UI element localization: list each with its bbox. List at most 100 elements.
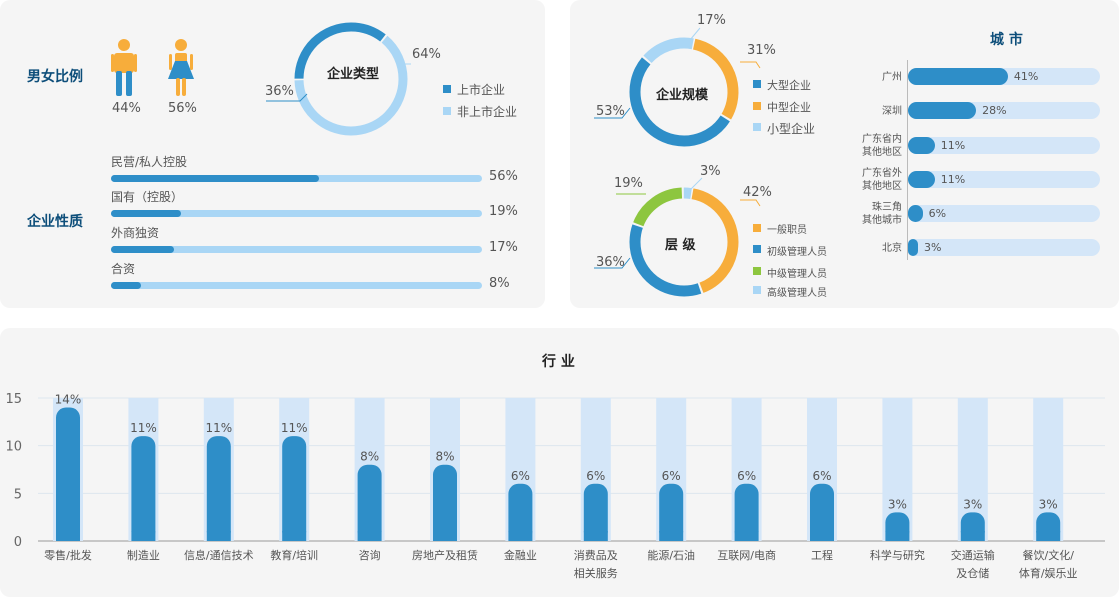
industry-bar (583, 483, 608, 541)
scale-legend-large: 大型企业 (767, 79, 811, 92)
industry-bar-base (357, 531, 382, 541)
level-legend-senior: 高级管理人员 (767, 288, 827, 299)
city-item-pct: 28% (982, 104, 1007, 117)
nature-item-label: 合资 (111, 262, 136, 276)
male-person-icon (111, 39, 137, 96)
city-bar-fill (908, 171, 935, 188)
scale-pct-medium: 31% (747, 43, 776, 58)
category-label: 信息/通信技术 (184, 548, 254, 562)
industry-bar-base (131, 531, 156, 541)
city-item-label: 珠三角 其他城市 (862, 202, 902, 226)
data-label: 3% (888, 497, 907, 511)
nature-bar-fill (111, 282, 141, 289)
industry-bar (810, 483, 834, 541)
city-bar-track: 11% (908, 137, 1100, 154)
city-item-label: 广东省外 其他地区 (862, 168, 902, 192)
city-bar-track: 41% (908, 68, 1100, 85)
nature-bar-track (111, 246, 482, 253)
industry-bar (433, 464, 457, 541)
y-tick-label: 0 (14, 535, 22, 550)
nature-bar-fill (111, 210, 182, 217)
city-item-label: 北京 (882, 242, 902, 254)
legend-listed-label: 上市企业 (457, 83, 506, 97)
scale-pct-large: 53% (596, 104, 625, 119)
category-label: 科学与研究 (870, 548, 925, 562)
legend-unlisted-swatch (443, 107, 451, 115)
nature-bar-track (111, 175, 482, 182)
industry-bar-base (960, 531, 985, 541)
level-pct-senior: 3% (700, 164, 721, 179)
industry-bar (56, 407, 80, 541)
industry-bar (357, 464, 382, 541)
industry-bar-base (583, 531, 608, 541)
data-label: 11% (205, 421, 232, 435)
category-label: 零售/批发 (44, 548, 92, 562)
city-bar-track: 28% (908, 102, 1100, 119)
level-title: 层 级 (665, 238, 696, 253)
data-label: 8% (435, 450, 454, 464)
industry-bar-chart: 0 5 10 15 14% 零售/批发 11% 制造业 11% 信息/通信技术 11% 教育/培训 8%… (5, 392, 1105, 580)
donut-slice-0 (294, 22, 408, 136)
nature-item-label: 民营/私人控股 (111, 155, 188, 169)
category-label: 制造业 (127, 548, 160, 562)
category-label: 教育/培训 (270, 548, 318, 562)
nature-item-pct: 19% (489, 204, 518, 219)
data-label: 3% (1039, 497, 1058, 511)
industry-bar (659, 483, 684, 541)
data-label: 11% (281, 421, 308, 435)
city-item-pct: 6% (928, 207, 947, 220)
female-person-icon (168, 39, 194, 96)
category-label: 工程 (811, 549, 833, 562)
scale-legend-large-swatch (753, 80, 761, 88)
scale-legend-small: 小型企业 (767, 122, 816, 136)
city-bar-track: 6% (908, 205, 1100, 222)
gender-title: 男女比例 (27, 69, 83, 85)
company-type-pct-unlisted: 64% (412, 47, 441, 62)
legend-listed-swatch (443, 85, 451, 93)
city-bar-track: 3% (908, 239, 1100, 256)
level-pct-junior: 36% (596, 255, 625, 270)
industry-title: 行 业 (542, 354, 575, 370)
male-pct: 44% (112, 101, 141, 116)
category-label: 交通运输 (951, 548, 995, 562)
city-bar-fill (908, 68, 1008, 85)
industry-bar (734, 483, 759, 541)
industry-bar-base (734, 531, 759, 541)
company-type-title: 企业类型 (327, 67, 380, 82)
industry-bar (282, 436, 307, 541)
company-type-pct-listed: 36% (265, 84, 294, 99)
data-label: 8% (360, 450, 379, 464)
legend-unlisted-label: 非上市企业 (457, 105, 518, 119)
company-type-leaders (266, 63, 411, 102)
industry-bar-base (508, 531, 533, 541)
donut-slice-1 (629, 187, 739, 297)
data-label: 11% (130, 421, 157, 435)
industry-bar-base (1036, 531, 1061, 541)
level-legend-staff-swatch (753, 224, 761, 232)
category-label: 餐饮/文化/ (1022, 548, 1074, 562)
nature-item-label: 国有（控股） (111, 190, 184, 204)
industry-bar-base (885, 531, 910, 541)
data-label: 6% (737, 469, 756, 483)
industry-bar-base (56, 531, 80, 541)
industry-bar (131, 436, 156, 541)
nature-bar-track (111, 210, 482, 217)
industry-bar-base (433, 531, 457, 541)
level-leaders (594, 177, 761, 269)
city-item-label: 深圳 (882, 105, 902, 117)
level-legend-middle: 中级管理人员 (767, 269, 827, 280)
y-tick-label: 10 (5, 440, 22, 455)
level-legend-middle-swatch (753, 267, 761, 275)
city-item-pct: 41% (1013, 70, 1039, 83)
category-label: 体育/娱乐业 (1019, 566, 1078, 580)
donut-slice-0 (629, 187, 739, 297)
data-label: 6% (662, 469, 681, 483)
city-item-pct: 11% (940, 173, 966, 186)
level-legend-senior-swatch (753, 286, 761, 294)
donut-slice-1 (629, 37, 739, 147)
donut-slice-1 (294, 22, 408, 136)
category-label: 相关服务 (574, 566, 618, 580)
category-label: 互联网/电商 (717, 548, 776, 562)
industry-bar (508, 483, 533, 541)
level-legend-junior: 初级管理人员 (767, 247, 827, 258)
